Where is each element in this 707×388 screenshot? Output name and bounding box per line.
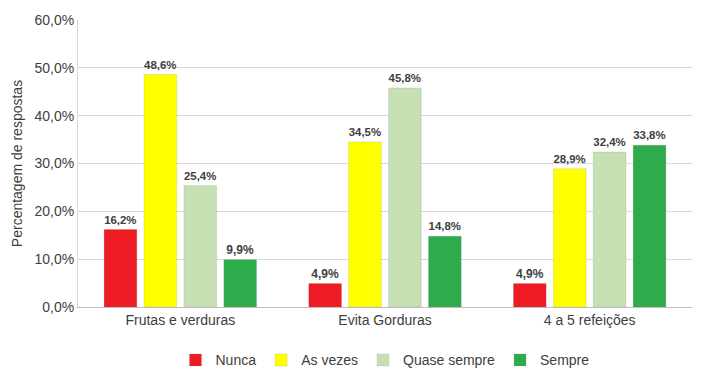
svg-text:Nunca: Nunca [216, 352, 257, 368]
svg-text:16,2%: 16,2% [104, 214, 136, 226]
svg-text:32,4%: 32,4% [593, 136, 625, 148]
svg-text:34,5%: 34,5% [349, 126, 381, 138]
svg-text:4 a 5 refeições: 4 a 5 refeições [544, 312, 636, 328]
svg-text:Quase sempre: Quase sempre [403, 352, 495, 368]
svg-text:4,9%: 4,9% [516, 267, 544, 281]
svg-text:As vezes: As vezes [301, 352, 358, 368]
svg-text:33,8%: 33,8% [633, 129, 665, 141]
svg-text:30,0%: 30,0% [34, 155, 74, 171]
svg-text:45,8%: 45,8% [389, 72, 421, 84]
svg-text:4,9%: 4,9% [311, 267, 339, 281]
svg-text:Frutas e verduras: Frutas e verduras [125, 312, 235, 328]
svg-text:Sempre: Sempre [540, 352, 589, 368]
svg-text:40,0%: 40,0% [34, 108, 74, 124]
svg-text:9,9%: 9,9% [226, 243, 254, 257]
svg-text:Evita Gorduras: Evita Gorduras [338, 312, 431, 328]
svg-text:28,9%: 28,9% [553, 153, 585, 165]
svg-text:60,0%: 60,0% [34, 12, 74, 28]
svg-text:48,6%: 48,6% [144, 59, 176, 71]
svg-text:Percentagem de respostas: Percentagem de respostas [9, 80, 25, 247]
svg-text:20,0%: 20,0% [34, 203, 74, 219]
svg-text:0,0%: 0,0% [42, 299, 74, 315]
svg-text:14,8%: 14,8% [429, 220, 461, 232]
svg-text:10,0%: 10,0% [34, 251, 74, 267]
svg-text:50,0%: 50,0% [34, 60, 74, 76]
svg-text:25,4%: 25,4% [184, 170, 216, 182]
